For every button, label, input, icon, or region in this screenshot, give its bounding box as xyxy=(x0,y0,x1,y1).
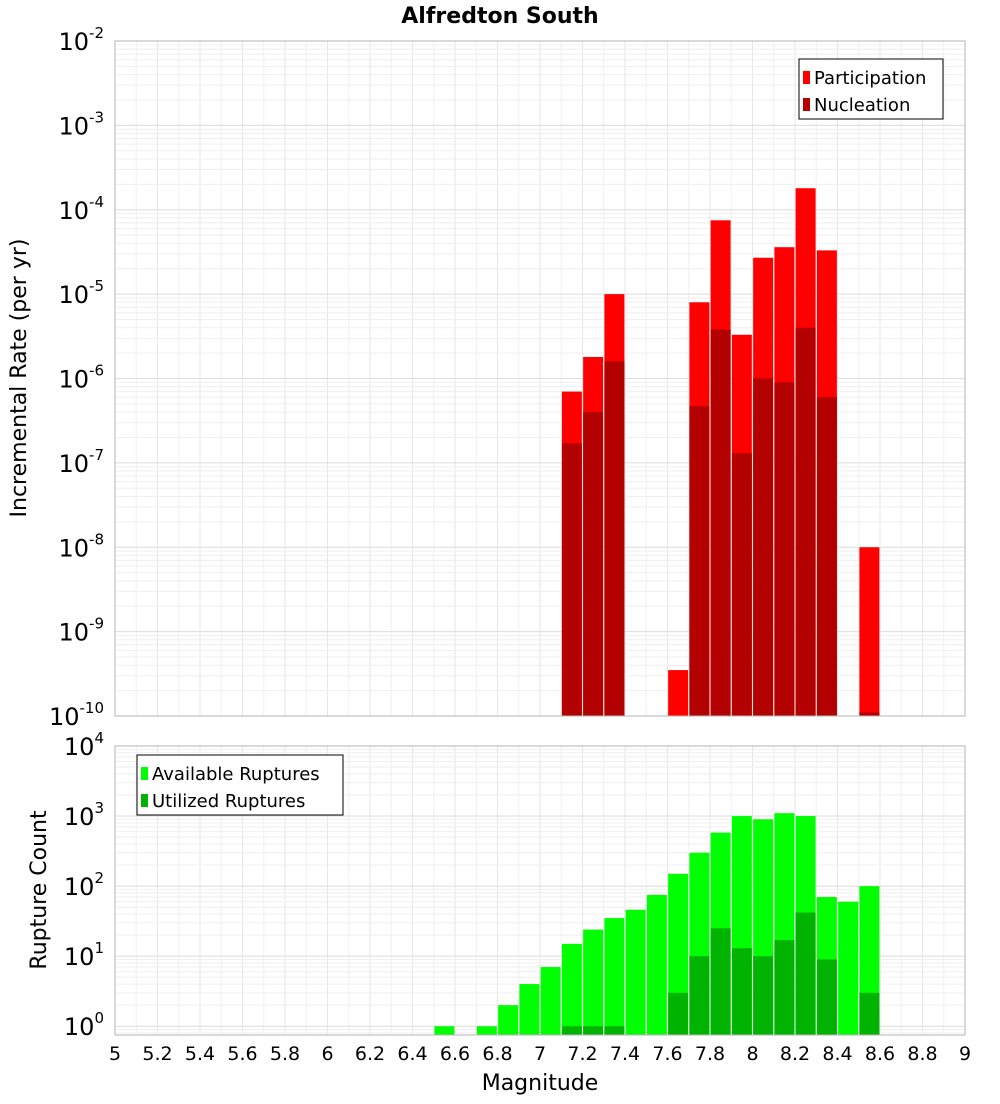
x-tick-label: 6.2 xyxy=(355,1043,385,1065)
bottom-legend-swatch xyxy=(141,794,148,807)
bottom-y-tick-label: 100 xyxy=(64,1009,104,1041)
bottom-bar-available-ruptures xyxy=(519,984,540,1035)
chart-title: Alfredton South xyxy=(401,4,598,29)
top-y-tick-label: 10-6 xyxy=(58,362,104,394)
bottom-bar-utilized-ruptures xyxy=(668,992,689,1035)
top-legend-swatch xyxy=(803,98,810,111)
x-tick-label: 8.6 xyxy=(865,1043,895,1065)
top-y-axis-label: Incremental Rate (per yr) xyxy=(7,239,32,518)
top-y-tick-label: 10-5 xyxy=(58,277,104,309)
top-bar-nucleation xyxy=(689,406,710,716)
top-y-tick-label: 10-7 xyxy=(58,446,104,478)
bottom-bar-available-ruptures xyxy=(498,1005,519,1035)
top-legend-label: Participation xyxy=(814,68,926,89)
top-y-tick-label: 10-9 xyxy=(58,615,104,647)
bottom-bar-available-ruptures xyxy=(476,1026,497,1035)
bottom-bar-available-ruptures xyxy=(561,943,582,1035)
x-tick-label: 6.8 xyxy=(482,1043,512,1065)
bottom-legend-swatch xyxy=(141,767,148,780)
x-tick-label: 8 xyxy=(746,1043,758,1065)
top-bar-nucleation xyxy=(795,327,816,716)
x-tick-label: 5.2 xyxy=(142,1043,172,1065)
top-bar-participation xyxy=(668,670,689,716)
x-tick-label: 9 xyxy=(959,1043,971,1065)
top-bar-nucleation xyxy=(710,329,731,716)
bottom-bar-utilized-ruptures xyxy=(774,940,795,1035)
top-y-tick-label: 10-4 xyxy=(58,193,104,225)
bottom-legend-box xyxy=(136,754,344,816)
bottom-legend-label: Available Ruptures xyxy=(152,764,320,785)
bottom-y-tick-label: 103 xyxy=(64,799,104,831)
bottom-bar-utilized-ruptures xyxy=(604,1026,625,1035)
top-plot-frame xyxy=(114,40,966,717)
bottom-bar-utilized-ruptures xyxy=(859,992,880,1035)
top-legend-box xyxy=(798,58,944,120)
bottom-bar-utilized-ruptures xyxy=(795,912,816,1035)
top-bar-nucleation xyxy=(731,453,752,716)
bottom-legend-label: Utilized Ruptures xyxy=(152,791,305,812)
x-axis-label: Magnitude xyxy=(482,1071,599,1096)
x-tick-label: 5 xyxy=(109,1043,121,1065)
x-tick-label: 5.4 xyxy=(185,1043,215,1065)
bottom-bar-utilized-ruptures xyxy=(816,959,837,1035)
x-tick-label: 6.6 xyxy=(440,1043,470,1065)
top-y-tick-label: 10-3 xyxy=(58,108,104,140)
x-tick-label: 5.6 xyxy=(227,1043,257,1065)
top-bar-nucleation xyxy=(753,378,774,716)
bottom-bar-available-ruptures xyxy=(540,967,561,1035)
bottom-y-tick-label: 101 xyxy=(64,939,104,971)
top-bar-nucleation xyxy=(561,443,582,716)
top-legend-label: Nucleation xyxy=(814,95,910,116)
bottom-y-tick-label: 104 xyxy=(64,729,104,761)
bottom-bar-available-ruptures xyxy=(583,929,604,1035)
top-y-tick-label: 10-10 xyxy=(49,699,104,731)
bottom-bar-utilized-ruptures xyxy=(689,956,710,1035)
bottom-bar-available-ruptures xyxy=(604,918,625,1035)
x-tick-label: 5.8 xyxy=(270,1043,300,1065)
top-y-tick-label: 10-2 xyxy=(58,24,104,56)
top-legend-swatch xyxy=(803,71,810,84)
top-bar-nucleation xyxy=(604,361,625,716)
top-bar-nucleation xyxy=(774,382,795,716)
x-tick-label: 8.2 xyxy=(780,1043,810,1065)
top-bar-nucleation xyxy=(816,397,837,716)
bottom-bar-utilized-ruptures xyxy=(731,948,752,1035)
bottom-plot-frame xyxy=(114,745,966,1036)
x-tick-label: 6 xyxy=(321,1043,333,1065)
top-bar-nucleation xyxy=(583,412,604,716)
bottom-bar-available-ruptures xyxy=(625,909,646,1035)
top-bar-participation xyxy=(859,547,880,716)
bottom-bar-utilized-ruptures xyxy=(753,956,774,1035)
bottom-bar-available-ruptures xyxy=(838,901,859,1035)
bottom-bar-available-ruptures xyxy=(434,1026,455,1035)
x-tick-label: 8.8 xyxy=(907,1043,937,1065)
bottom-y-axis-label: Rupture Count xyxy=(27,810,52,970)
x-tick-label: 7.6 xyxy=(652,1043,682,1065)
top-bar-nucleation xyxy=(859,712,880,716)
bottom-bar-utilized-ruptures xyxy=(583,1026,604,1035)
x-tick-label: 6.4 xyxy=(397,1043,427,1065)
bottom-bar-utilized-ruptures xyxy=(561,1026,582,1035)
top-y-tick-label: 10-8 xyxy=(58,530,104,562)
x-tick-label: 7.4 xyxy=(610,1043,640,1065)
x-tick-label: 7.8 xyxy=(695,1043,725,1065)
x-tick-label: 7 xyxy=(534,1043,546,1065)
x-tick-label: 8.4 xyxy=(822,1043,852,1065)
bottom-bar-utilized-ruptures xyxy=(710,928,731,1035)
bottom-bar-available-ruptures xyxy=(646,894,667,1035)
bottom-y-tick-label: 102 xyxy=(64,869,104,901)
x-tick-label: 7.2 xyxy=(567,1043,597,1065)
